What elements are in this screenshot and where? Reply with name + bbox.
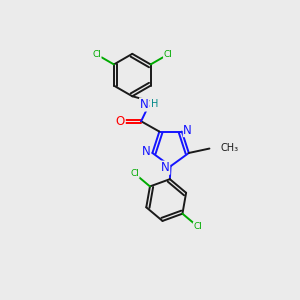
Text: O: O (116, 115, 125, 128)
Text: N: N (142, 145, 150, 158)
Text: H: H (151, 100, 159, 110)
Text: N: N (140, 98, 148, 111)
Text: N: N (161, 161, 170, 174)
Text: N: N (183, 124, 192, 136)
Text: Cl: Cl (164, 50, 172, 59)
Text: Cl: Cl (193, 222, 202, 231)
Text: Cl: Cl (92, 50, 101, 59)
Text: CH₃: CH₃ (220, 143, 239, 153)
Text: Cl: Cl (130, 169, 139, 178)
